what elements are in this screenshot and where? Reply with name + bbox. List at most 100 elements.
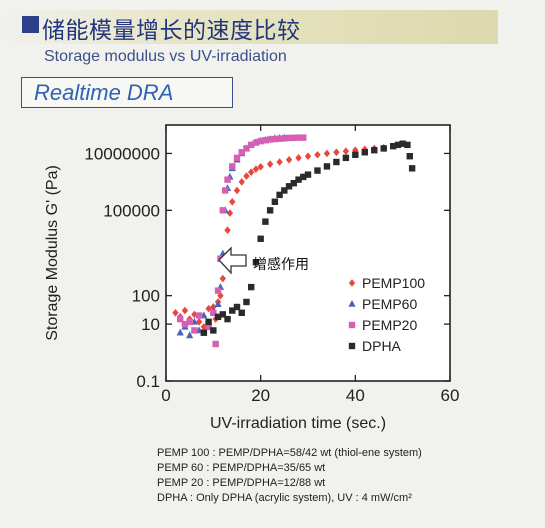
point-pemp100 — [323, 149, 331, 158]
point-dpha — [300, 173, 307, 181]
point-pemp100 — [276, 158, 283, 166]
legend-label: PEMP20 — [362, 317, 417, 333]
point-pemp20 — [271, 135, 279, 143]
point-pemp20 — [238, 149, 245, 156]
point-dpha — [390, 142, 397, 150]
point-dpha — [295, 176, 302, 183]
y-tick-label: 0.1 — [136, 372, 160, 391]
point-dpha — [219, 311, 226, 318]
point-pemp100 — [252, 165, 260, 173]
point-dpha — [266, 207, 274, 214]
legend-marker-pemp100 — [348, 279, 356, 287]
point-pemp20 — [233, 154, 241, 162]
page-subtitle: Storage modulus vs UV-irradiation — [44, 48, 287, 65]
data-points — [172, 133, 416, 348]
point-pemp20 — [276, 135, 283, 142]
point-pemp100 — [238, 178, 245, 186]
plot-frame — [165, 124, 451, 382]
point-pemp100 — [172, 308, 179, 317]
point-dpha — [314, 167, 321, 174]
point-dpha — [243, 298, 250, 306]
annotation-text: 增感作用 — [253, 256, 309, 273]
point-dpha — [371, 147, 378, 154]
point-dpha — [399, 140, 406, 147]
legend-label: DPHA — [362, 338, 402, 354]
method-label: Realtime DRA — [34, 80, 174, 105]
point-dpha — [406, 153, 413, 160]
point-dpha — [252, 259, 260, 266]
point-dpha — [229, 307, 236, 314]
point-pemp100 — [266, 160, 274, 168]
point-pemp100 — [333, 148, 340, 157]
y-axis-label: Storage Modulus G' (Pa) — [44, 165, 61, 341]
point-pemp20 — [243, 145, 250, 152]
point-pemp100 — [314, 150, 321, 159]
point-pemp20 — [212, 340, 219, 348]
point-dpha — [238, 309, 245, 316]
point-pemp100 — [248, 168, 255, 176]
point-pemp20 — [285, 134, 293, 142]
point-pemp20 — [266, 136, 274, 143]
point-dpha — [361, 149, 368, 156]
annotation-group: 增感作用 — [218, 246, 309, 275]
point-dpha — [224, 315, 231, 323]
x-axis-label: UV-irradiation time (sec.) — [210, 415, 386, 432]
point-dpha — [290, 179, 297, 187]
legend-label: PEMP60 — [362, 296, 417, 312]
annotation-arrow-icon — [218, 246, 247, 275]
point-pemp20 — [195, 312, 203, 319]
point-pemp20 — [252, 139, 260, 146]
point-pemp20 — [295, 134, 302, 141]
point-dpha — [257, 235, 264, 242]
point-pemp100 — [295, 154, 302, 162]
point-pemp20 — [224, 176, 231, 183]
point-pemp100 — [200, 323, 208, 331]
x-tick-label: 40 — [346, 386, 365, 405]
point-pemp60 — [186, 331, 194, 339]
x-tick-label: 60 — [441, 386, 460, 405]
x-tick-label: 0 — [161, 386, 170, 405]
point-pemp100 — [219, 274, 226, 283]
title-bullet-square — [22, 16, 39, 33]
x-tick-label: 20 — [251, 386, 270, 405]
point-dpha — [323, 163, 331, 170]
page-title: 储能模量增长的速度比较 — [42, 18, 301, 44]
point-dpha — [271, 198, 279, 205]
point-pemp100 — [342, 147, 350, 155]
y-tick-label: 100000 — [103, 201, 160, 220]
axis-ticks: 0 20 40 60 0.1 10 100 100000 10000000 — [84, 125, 459, 405]
point-pemp100 — [229, 197, 236, 206]
point-pemp100 — [304, 152, 312, 161]
point-pemp20 — [214, 287, 222, 294]
point-pemp20 — [262, 137, 269, 144]
note-line: PEMP 100 : PEMP/DPHA=58/42 wt (thiol-ene… — [157, 447, 422, 459]
notes: PEMP 100 : PEMP/DPHA=58/42 wt (thiol-ene… — [157, 446, 422, 506]
point-dpha — [281, 187, 288, 194]
point-pemp20 — [210, 309, 217, 316]
point-pemp100 — [285, 155, 293, 164]
y-tick-label: 10 — [141, 315, 160, 334]
point-pemp20 — [281, 135, 288, 142]
point-dpha — [276, 191, 283, 199]
point-pemp20 — [257, 137, 264, 145]
point-pemp20 — [290, 134, 297, 141]
note-line: PEMP 60 : PEMP/DPHA=35/65 wt — [157, 462, 326, 474]
legend: PEMP100 PEMP60 PEMP20 DPHA — [348, 275, 425, 354]
point-dpha — [404, 141, 411, 149]
point-dpha — [205, 318, 212, 326]
point-pemp100 — [224, 226, 231, 235]
point-pemp60 — [176, 328, 184, 336]
point-pemp20 — [248, 141, 255, 149]
point-pemp20 — [219, 207, 226, 214]
point-dpha — [408, 165, 416, 172]
point-pemp20 — [300, 134, 307, 141]
legend-marker-pemp60 — [348, 300, 356, 307]
point-dpha — [248, 283, 255, 291]
note-line: DPHA : Only DPHA (acrylic system), UV : … — [157, 492, 412, 504]
method-box — [21, 77, 233, 108]
point-dpha — [352, 151, 359, 158]
point-dpha — [333, 158, 340, 166]
point-dpha — [210, 327, 217, 334]
point-dpha — [233, 303, 241, 311]
